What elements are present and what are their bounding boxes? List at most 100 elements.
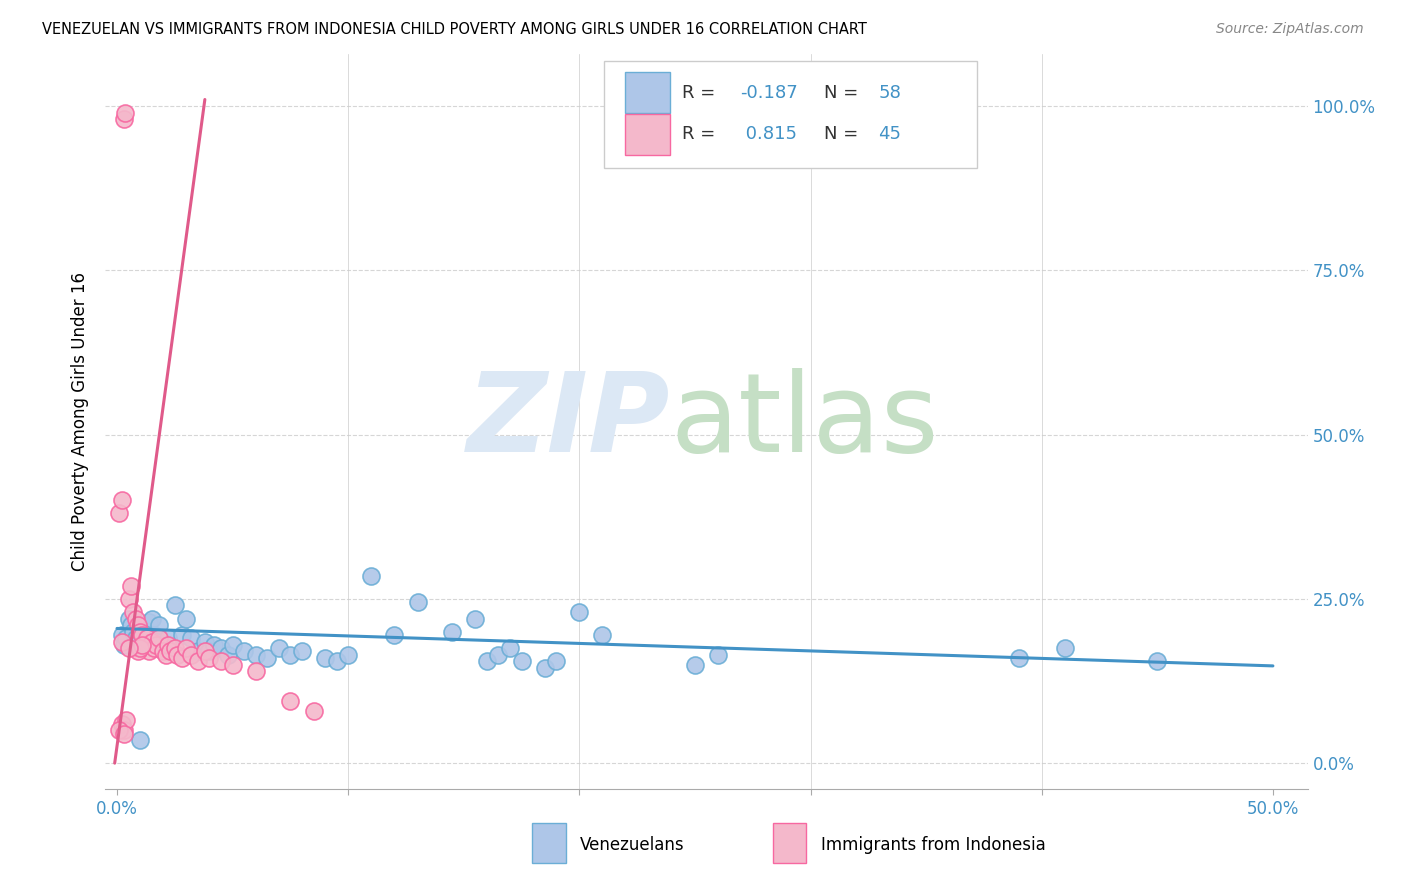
Point bbox=[145, 632, 167, 646]
Point bbox=[129, 641, 152, 656]
Point bbox=[134, 638, 156, 652]
Point bbox=[163, 599, 186, 613]
Point bbox=[464, 611, 486, 625]
Point bbox=[221, 638, 243, 652]
Point bbox=[488, 648, 510, 662]
Point bbox=[245, 664, 267, 678]
Point bbox=[129, 733, 152, 747]
Point bbox=[112, 112, 135, 127]
Point bbox=[707, 648, 730, 662]
Point bbox=[136, 632, 159, 646]
Point bbox=[127, 644, 149, 658]
Point bbox=[360, 569, 382, 583]
Point bbox=[245, 648, 267, 662]
Point bbox=[145, 638, 167, 652]
FancyBboxPatch shape bbox=[605, 61, 977, 168]
Point bbox=[384, 628, 406, 642]
Point bbox=[209, 641, 232, 656]
Point bbox=[187, 644, 209, 658]
Point bbox=[111, 628, 134, 642]
Point bbox=[198, 644, 221, 658]
Point bbox=[256, 651, 278, 665]
Text: VENEZUELAN VS IMMIGRANTS FROM INDONESIA CHILD POVERTY AMONG GIRLS UNDER 16 CORRE: VENEZUELAN VS IMMIGRANTS FROM INDONESIA … bbox=[42, 22, 868, 37]
Point bbox=[129, 624, 152, 639]
Point bbox=[568, 605, 591, 619]
Point bbox=[280, 648, 302, 662]
Point bbox=[111, 634, 134, 648]
Point bbox=[170, 651, 193, 665]
Point bbox=[1007, 651, 1029, 665]
Point bbox=[148, 632, 170, 646]
Point bbox=[152, 638, 174, 652]
Point bbox=[159, 644, 181, 658]
Point bbox=[325, 654, 347, 668]
Point bbox=[115, 632, 138, 646]
Point bbox=[291, 644, 314, 658]
Point bbox=[111, 716, 134, 731]
Point bbox=[124, 611, 146, 625]
Point bbox=[166, 648, 188, 662]
Point bbox=[533, 661, 555, 675]
Text: -0.187: -0.187 bbox=[740, 84, 799, 102]
FancyBboxPatch shape bbox=[533, 822, 565, 863]
Point bbox=[1146, 654, 1168, 668]
Text: atlas: atlas bbox=[671, 368, 939, 475]
Point bbox=[120, 579, 142, 593]
Point bbox=[475, 654, 498, 668]
Point bbox=[141, 611, 163, 625]
Point bbox=[117, 591, 139, 606]
Point bbox=[112, 723, 135, 738]
Point bbox=[499, 641, 522, 656]
Point bbox=[143, 628, 166, 642]
Text: R =: R = bbox=[682, 84, 721, 102]
Point bbox=[221, 657, 243, 672]
Point bbox=[209, 654, 232, 668]
Text: Venezuelans: Venezuelans bbox=[581, 836, 685, 854]
Point bbox=[406, 595, 429, 609]
Point bbox=[120, 618, 142, 632]
Point bbox=[510, 654, 533, 668]
Point bbox=[156, 632, 179, 646]
Point bbox=[117, 611, 139, 625]
Text: 0.815: 0.815 bbox=[740, 126, 797, 144]
Point bbox=[233, 644, 256, 658]
Point bbox=[337, 648, 360, 662]
Point bbox=[202, 638, 225, 652]
Point bbox=[267, 641, 290, 656]
Point bbox=[127, 634, 149, 648]
Text: Source: ZipAtlas.com: Source: ZipAtlas.com bbox=[1216, 22, 1364, 37]
Point bbox=[1053, 641, 1076, 656]
Point bbox=[143, 641, 166, 656]
FancyBboxPatch shape bbox=[624, 114, 671, 154]
Point bbox=[129, 641, 152, 656]
Point bbox=[217, 648, 239, 662]
Point bbox=[280, 694, 302, 708]
FancyBboxPatch shape bbox=[773, 822, 806, 863]
FancyBboxPatch shape bbox=[624, 72, 671, 112]
Text: 58: 58 bbox=[879, 84, 901, 102]
Text: 45: 45 bbox=[879, 126, 901, 144]
Point bbox=[131, 628, 153, 642]
Point bbox=[592, 628, 614, 642]
Text: N =: N = bbox=[824, 84, 865, 102]
Point bbox=[111, 493, 134, 508]
Point bbox=[108, 723, 131, 738]
Y-axis label: Child Poverty Among Girls Under 16: Child Poverty Among Girls Under 16 bbox=[72, 272, 90, 571]
Point bbox=[302, 704, 325, 718]
Point bbox=[152, 644, 174, 658]
Point bbox=[441, 624, 464, 639]
Point bbox=[122, 624, 145, 639]
Point bbox=[117, 641, 139, 656]
Point bbox=[180, 632, 202, 646]
Point bbox=[122, 605, 145, 619]
Point bbox=[198, 651, 221, 665]
Point bbox=[194, 634, 217, 648]
Point bbox=[138, 615, 160, 629]
Point bbox=[170, 628, 193, 642]
Point bbox=[124, 632, 146, 646]
Point bbox=[112, 726, 135, 740]
Point bbox=[115, 714, 138, 728]
Point bbox=[194, 644, 217, 658]
Point bbox=[314, 651, 336, 665]
Point bbox=[112, 638, 135, 652]
